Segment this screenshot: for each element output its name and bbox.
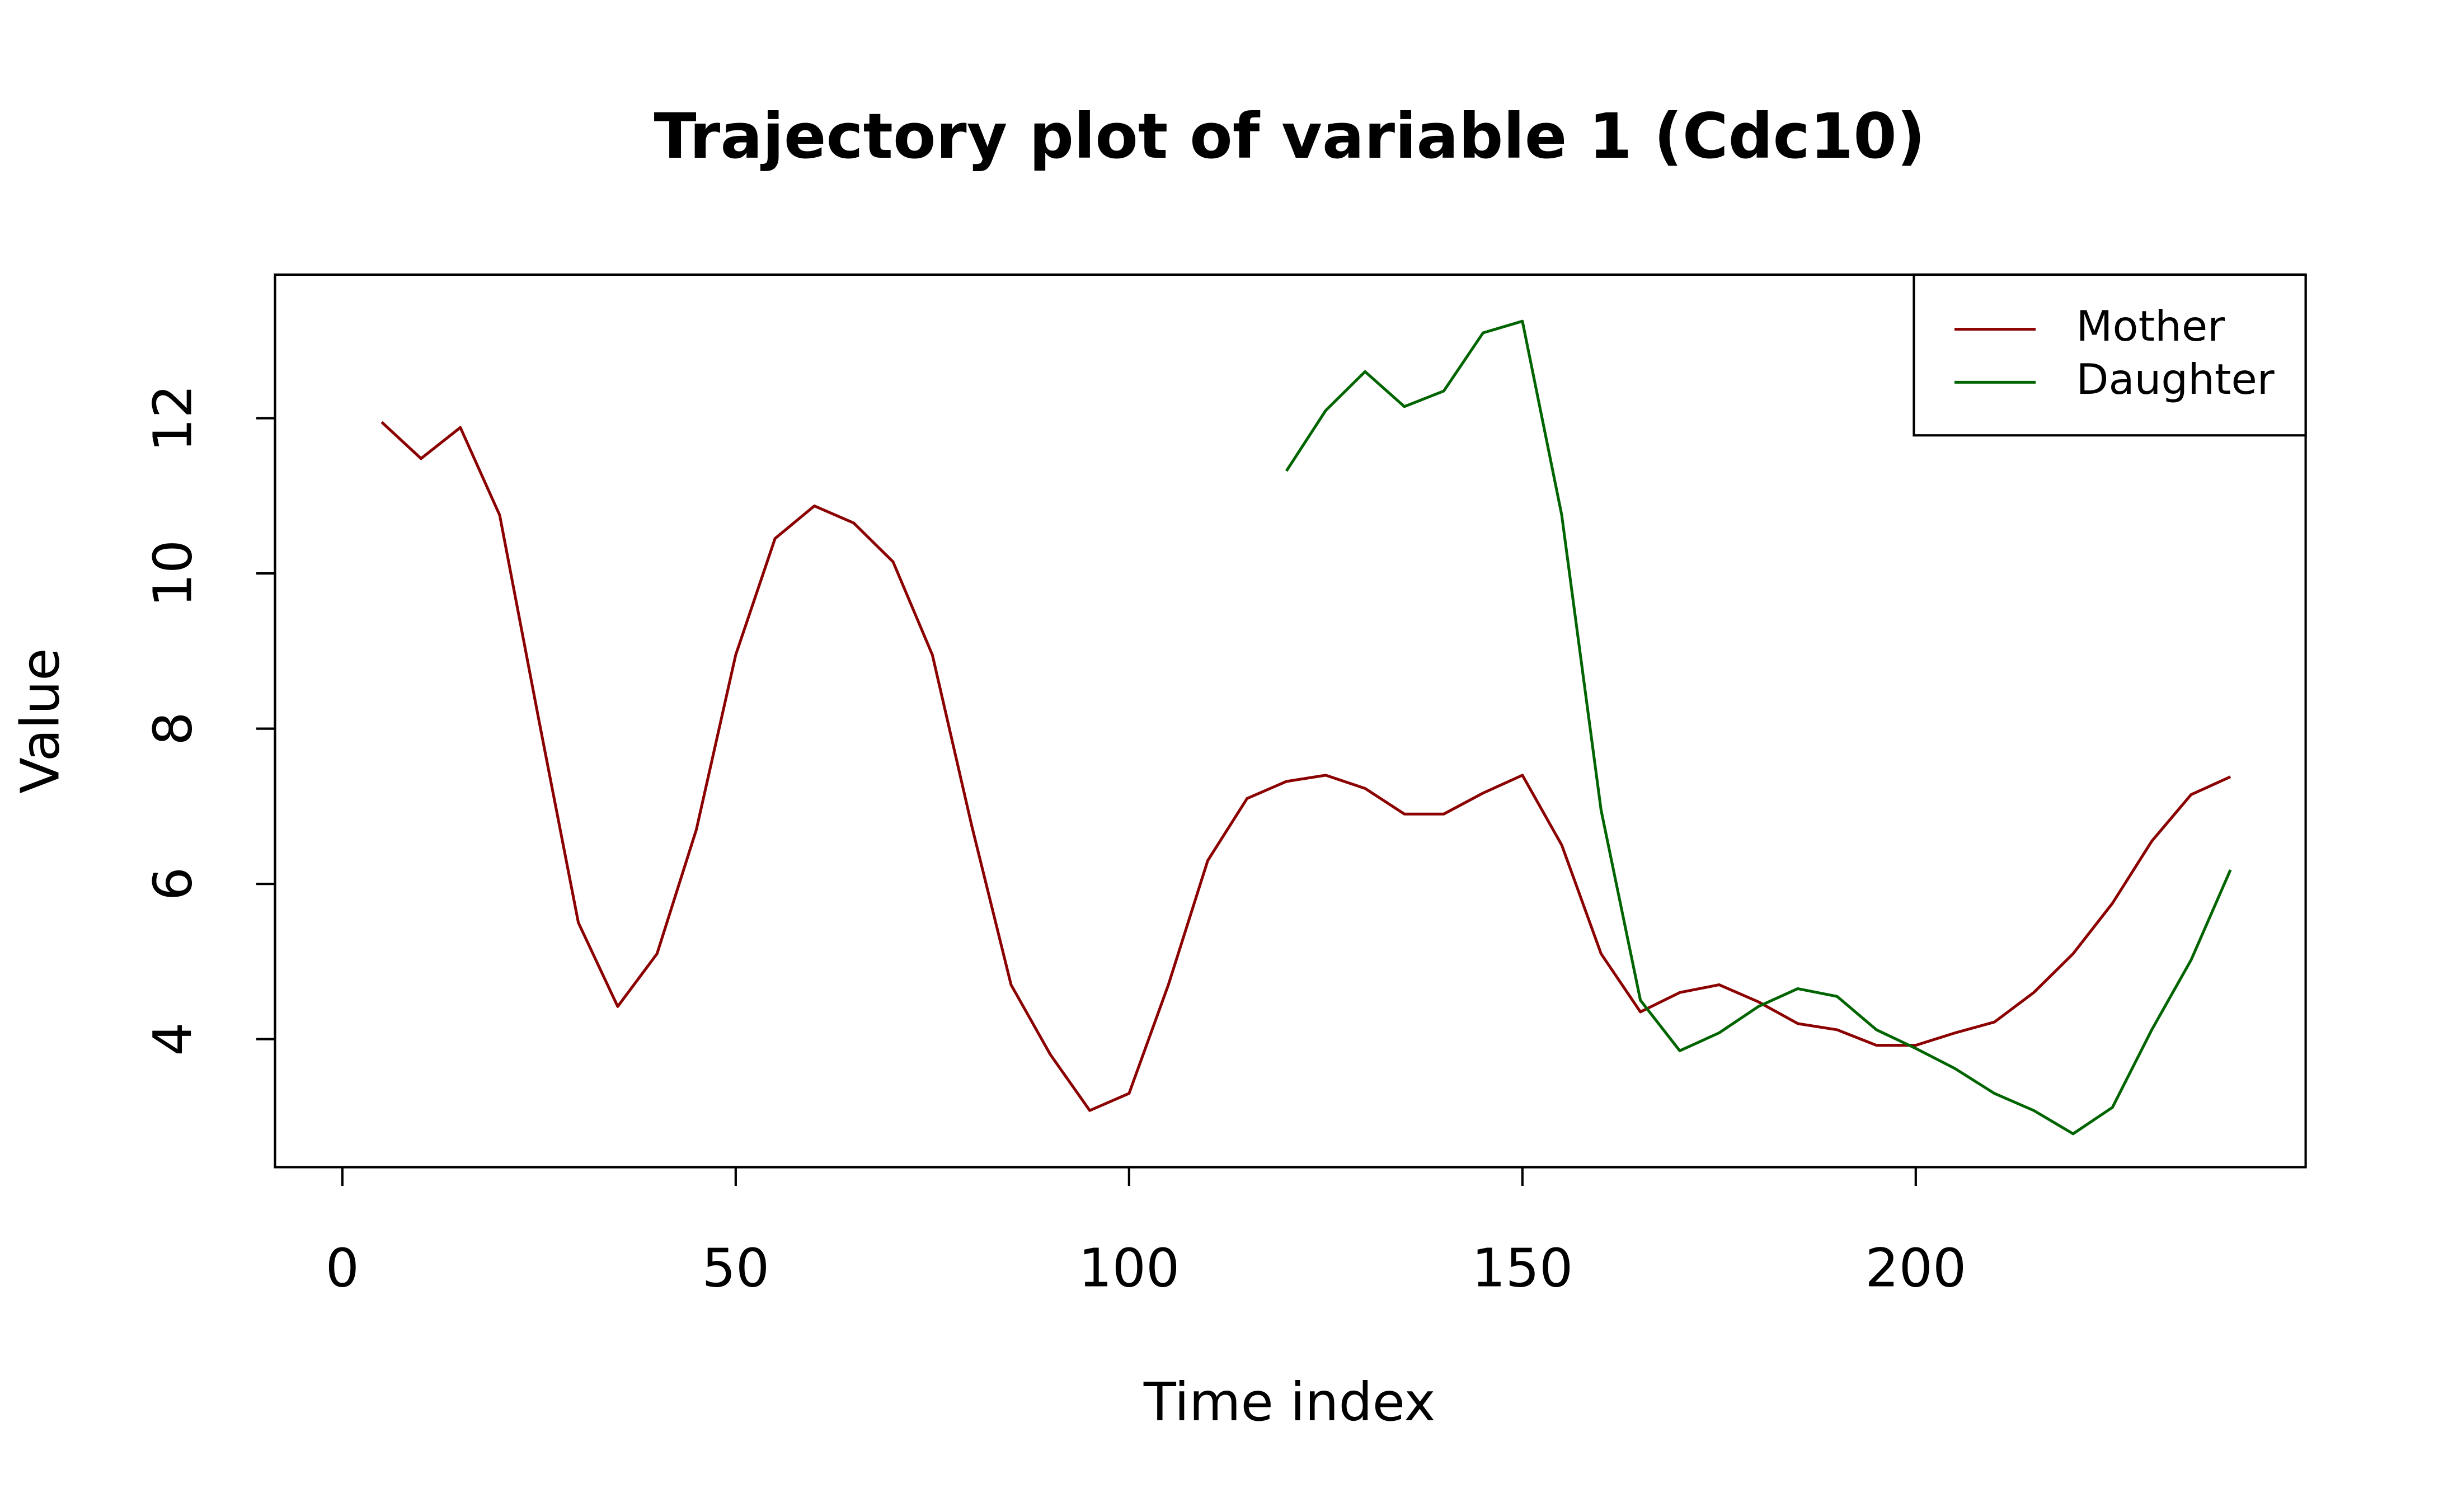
chart-title: Trajectory plot of variable 1 (Cdc10) (654, 100, 1925, 173)
y-axis-label: Value (10, 648, 72, 794)
x-axis-label: Time index (1143, 1372, 1436, 1433)
legend-label: Mother (2076, 302, 2225, 351)
y-tick-label: 4 (143, 1022, 204, 1056)
x-tick-label: 150 (1472, 1237, 1573, 1299)
legend-label: Daughter (2076, 355, 2275, 404)
x-tick-label: 50 (702, 1237, 770, 1299)
series-line (1285, 319, 2232, 1136)
series-line (380, 421, 2231, 1112)
y-tick-label: 12 (143, 384, 204, 452)
y-tick-label: 8 (143, 712, 204, 745)
y-tick-label: 10 (143, 540, 204, 607)
y-tick-label: 6 (143, 867, 204, 901)
legend-box (1913, 273, 2307, 437)
x-tick-label: 0 (326, 1237, 359, 1299)
x-tick-label: 100 (1078, 1237, 1180, 1299)
x-tick-label: 200 (1865, 1237, 1966, 1299)
